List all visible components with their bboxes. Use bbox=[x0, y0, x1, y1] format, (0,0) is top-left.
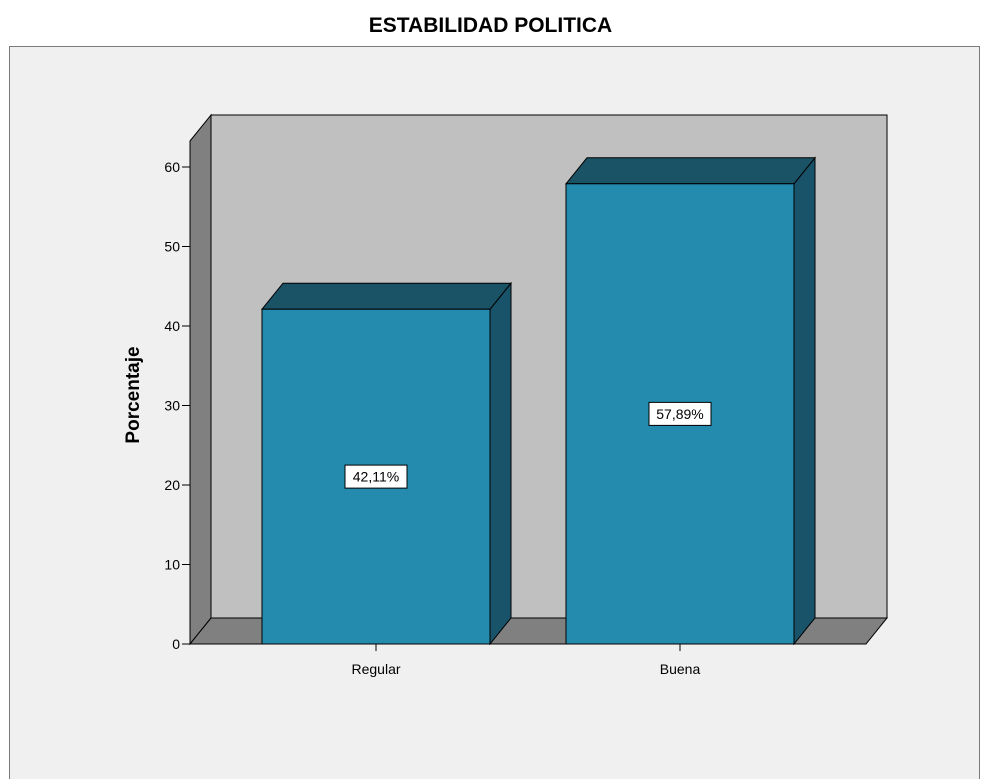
y-tick-label: 40 bbox=[164, 318, 180, 334]
y-tick-label: 10 bbox=[164, 557, 180, 573]
data-label: 42,11% bbox=[353, 469, 399, 485]
plot-side-wall bbox=[189, 113, 212, 646]
y-tick-label: 50 bbox=[164, 239, 180, 255]
x-tick-label: Buena bbox=[660, 661, 701, 677]
data-label-box bbox=[344, 464, 408, 489]
bar-regular: 42,11% bbox=[260, 281, 513, 646]
data-label-box bbox=[648, 401, 712, 426]
bar-side bbox=[489, 281, 512, 646]
y-axis-label: Porcentaje bbox=[123, 346, 144, 443]
bar-top bbox=[564, 157, 817, 185]
y-tick-label: 0 bbox=[172, 636, 180, 652]
data-label: 57,89% bbox=[656, 406, 703, 422]
chart-title: ESTABILIDAD POLITICA bbox=[368, 14, 613, 37]
bar-side bbox=[793, 156, 816, 646]
y-tick-label: 30 bbox=[164, 398, 180, 414]
bar-top bbox=[260, 282, 513, 310]
bar-buena: 57,89% bbox=[564, 156, 817, 646]
x-tick-label: Regular bbox=[351, 661, 400, 677]
y-tick-label: 60 bbox=[164, 159, 180, 175]
y-tick-label: 20 bbox=[164, 477, 180, 493]
